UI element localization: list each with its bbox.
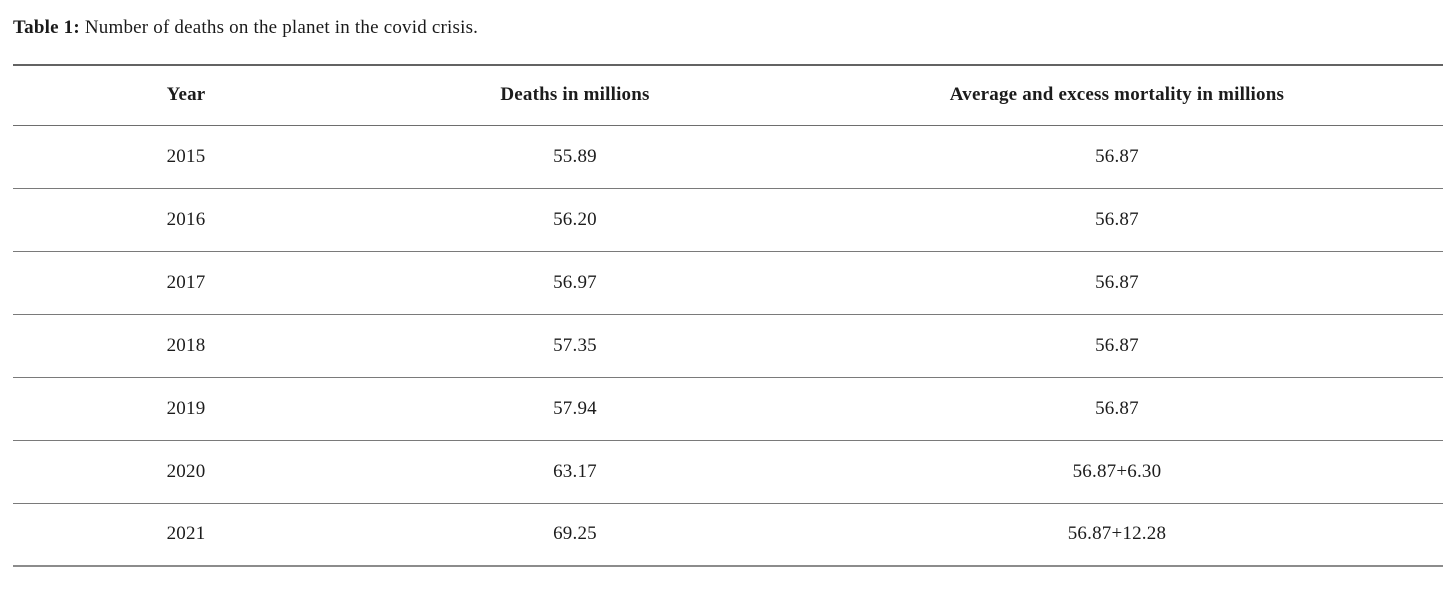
cell-year: 2017 bbox=[166, 271, 206, 293]
cell-deaths: 56.20 bbox=[553, 208, 597, 230]
document-page: Table 1: Number of deaths on the planet … bbox=[13, 15, 1443, 567]
cell-deaths: 57.35 bbox=[553, 334, 597, 356]
table-row-2019: 2019 57.94 56.87 bbox=[13, 377, 1443, 440]
cell-mortality: 56.87 bbox=[1095, 334, 1139, 356]
mortality-table: Year Deaths in millions Average and exce… bbox=[13, 64, 1443, 567]
table-row-2017: 2017 56.97 56.87 bbox=[13, 251, 1443, 314]
table-row-2015: 2015 55.89 56.87 bbox=[13, 125, 1443, 188]
table-row-2016: 2016 56.20 56.87 bbox=[13, 188, 1443, 251]
cell-year: 2019 bbox=[166, 397, 206, 419]
column-header-deaths: Deaths in millions bbox=[500, 84, 650, 106]
cell-deaths: 69.25 bbox=[553, 523, 597, 545]
cell-mortality: 56.87+12.28 bbox=[1067, 523, 1167, 545]
cell-year: 2020 bbox=[166, 460, 206, 482]
cell-deaths: 63.17 bbox=[553, 460, 597, 482]
cell-deaths: 55.89 bbox=[553, 145, 597, 167]
column-header-year: Year bbox=[166, 84, 206, 106]
cell-year: 2021 bbox=[166, 523, 206, 545]
table-caption: Table 1: Number of deaths on the planet … bbox=[13, 15, 1443, 41]
cell-year: 2018 bbox=[166, 334, 206, 356]
table-row-2020: 2020 63.17 56.87+6.30 bbox=[13, 440, 1443, 503]
cell-year: 2015 bbox=[166, 145, 206, 167]
cell-mortality: 56.87 bbox=[1095, 208, 1139, 230]
cell-deaths: 57.94 bbox=[553, 397, 597, 419]
header-row: Year Deaths in millions Average and exce… bbox=[13, 65, 1443, 125]
table-caption-text: Number of deaths on the planet in the co… bbox=[84, 17, 479, 38]
table-row-2021: 2021 69.25 56.87+12.28 bbox=[13, 503, 1443, 566]
cell-mortality: 56.87 bbox=[1095, 145, 1139, 167]
cell-mortality: 56.87+6.30 bbox=[1072, 460, 1162, 482]
cell-mortality: 56.87 bbox=[1095, 271, 1139, 293]
table-caption-label: Table 1: bbox=[13, 17, 80, 38]
cell-year: 2016 bbox=[166, 208, 206, 230]
cell-deaths: 56.97 bbox=[553, 271, 597, 293]
column-header-mortality: Average and excess mortality in millions bbox=[949, 84, 1285, 106]
table-row-2018: 2018 57.35 56.87 bbox=[13, 314, 1443, 377]
cell-mortality: 56.87 bbox=[1095, 397, 1139, 419]
